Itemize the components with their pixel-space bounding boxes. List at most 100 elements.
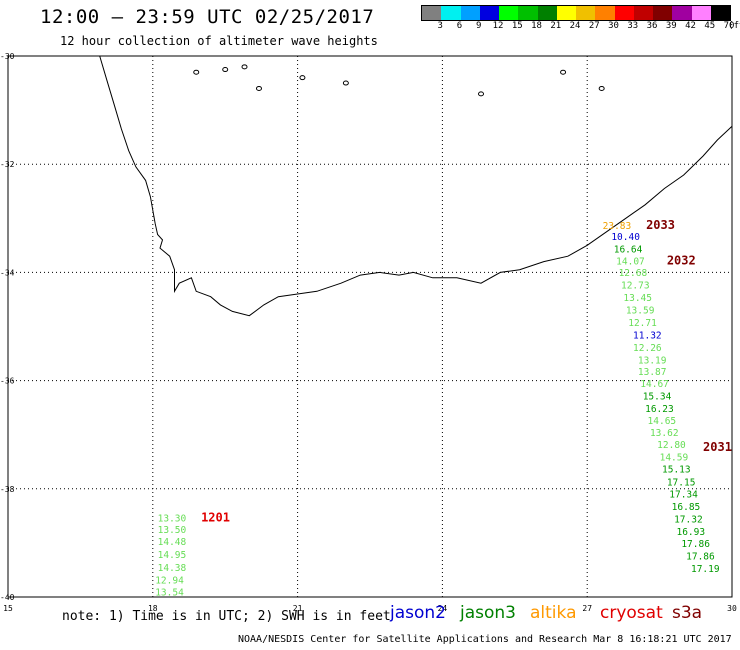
legend-entry-altika: altika	[530, 603, 577, 623]
footer-credit: NOAA/NESDIS Center for Satellite Applica…	[238, 634, 732, 645]
colorbar-swatch	[460, 6, 480, 20]
lat-label: -30	[0, 52, 15, 61]
swh-value: 16.23	[645, 404, 674, 415]
colorbar-swatch	[518, 6, 538, 20]
swh-value: 17.15	[667, 478, 696, 489]
legend-entry-cryosat: cryosat	[600, 603, 663, 623]
swh-value: 15.34	[643, 392, 672, 403]
swh-value: 13.19	[638, 355, 667, 366]
lon-label: 30	[727, 604, 737, 613]
lon-label: 24	[438, 604, 448, 613]
island-outline	[255, 85, 262, 91]
island-outline	[560, 69, 567, 75]
swh-value: 12.26	[633, 343, 662, 354]
swh-value: 16.85	[672, 502, 701, 513]
colorbar-swatch	[422, 6, 442, 20]
colorbar-swatch	[710, 6, 730, 20]
colorbar-swatch	[537, 6, 557, 20]
colorbar-label: 18	[531, 21, 542, 31]
swh-value: 17.86	[681, 539, 710, 550]
colorbar-label: 30	[608, 21, 619, 31]
swh-value: 14.48	[158, 537, 187, 548]
swh-value: 13.87	[638, 367, 667, 378]
island-outline	[598, 85, 605, 91]
track-time-label: 2033	[646, 218, 675, 232]
colorbar-label: 36	[646, 21, 658, 31]
swh-value: 13.30	[158, 513, 187, 524]
colorbar-label: 21	[550, 21, 562, 31]
island-outline	[299, 75, 306, 81]
legend-entry-jason2: jason2	[390, 603, 446, 623]
colorbar-swatch	[576, 6, 596, 20]
swh-value: 17.34	[669, 489, 698, 500]
map-frame	[7, 55, 733, 598]
island-outline	[478, 91, 485, 97]
swh-value: 14.67	[640, 379, 669, 390]
swh-value: 12.80	[657, 440, 686, 451]
swh-value: 14.95	[158, 550, 187, 561]
colorbar-swatch	[653, 6, 673, 20]
lon-label: 18	[148, 604, 158, 613]
track-time-label: 2032	[667, 253, 696, 267]
chart-subtitle: 12 hour collection of altimeter wave hei…	[60, 34, 378, 48]
colorbar-swatch	[441, 6, 461, 20]
legend-entry-jason3: jason3	[460, 603, 516, 623]
colorbar-label: 12	[492, 21, 504, 31]
note-text: note: 1) Time is in UTC; 2) SWH is in fe…	[62, 609, 391, 624]
track-time-label: 1201	[201, 510, 230, 524]
swh-value: 16.64	[614, 244, 643, 255]
colorbar-swatch	[556, 6, 576, 20]
swh-value: 13.50	[158, 525, 187, 536]
island-outline	[342, 80, 349, 86]
swh-value: 13.45	[623, 293, 652, 304]
swh-value: 11.32	[633, 330, 662, 341]
swh-value: 13.59	[626, 306, 655, 317]
chart-title: 12:00 – 23:59 UTC 02/25/2017	[40, 6, 375, 28]
island-outline	[241, 64, 248, 70]
coastline	[99, 55, 733, 317]
colorbar-label: 70	[723, 21, 735, 31]
swh-value: 15.13	[662, 465, 691, 476]
track-time-label: 2031	[703, 440, 732, 454]
colorbar-swatch	[672, 6, 692, 20]
swh-value: 16.93	[676, 527, 705, 538]
lon-label: 21	[293, 604, 303, 613]
swh-value: 17.32	[674, 514, 703, 525]
colorbar-swatch	[633, 6, 653, 20]
colorbar-label: 6	[456, 21, 463, 31]
swh-value: 14.07	[616, 256, 645, 267]
island-outline	[193, 69, 200, 75]
colorbar-label: 39	[665, 21, 677, 31]
swh-value: 17.19	[691, 564, 720, 575]
swh-colorbar	[421, 5, 731, 21]
swh-value: 10.40	[611, 232, 640, 243]
colorbar-label: 45	[704, 21, 716, 31]
lat-label: -40	[0, 593, 15, 602]
colorbar-label: 15	[511, 21, 523, 31]
lat-label: -32	[0, 160, 15, 169]
lat-label: -34	[0, 268, 15, 277]
swh-value: 17.86	[686, 552, 715, 563]
swh-value: 14.59	[660, 453, 689, 464]
legend-entry-s3a: s3a	[672, 603, 703, 623]
colorbar-label: 33	[627, 21, 639, 31]
swh-value: 14.65	[648, 416, 677, 427]
island-outline	[222, 67, 229, 73]
swh-value: 12.71	[628, 318, 657, 329]
lat-label: -38	[0, 485, 15, 494]
swh-value: 12.73	[621, 281, 650, 292]
colorbar-label: 3	[437, 21, 443, 31]
swh-value: 12.68	[619, 268, 648, 279]
colorbar-swatch	[479, 6, 499, 20]
lon-label: 27	[582, 604, 592, 613]
swh-value: 12.94	[155, 575, 184, 586]
colorbar-swatch	[499, 6, 519, 20]
colorbar-swatch	[595, 6, 615, 20]
lat-label: -36	[0, 377, 15, 386]
colorbar-label: 42	[685, 21, 696, 31]
swh-value: 23.83	[603, 221, 632, 232]
swh-value: 14.38	[158, 563, 187, 574]
colorbar-label: 24	[569, 21, 581, 31]
